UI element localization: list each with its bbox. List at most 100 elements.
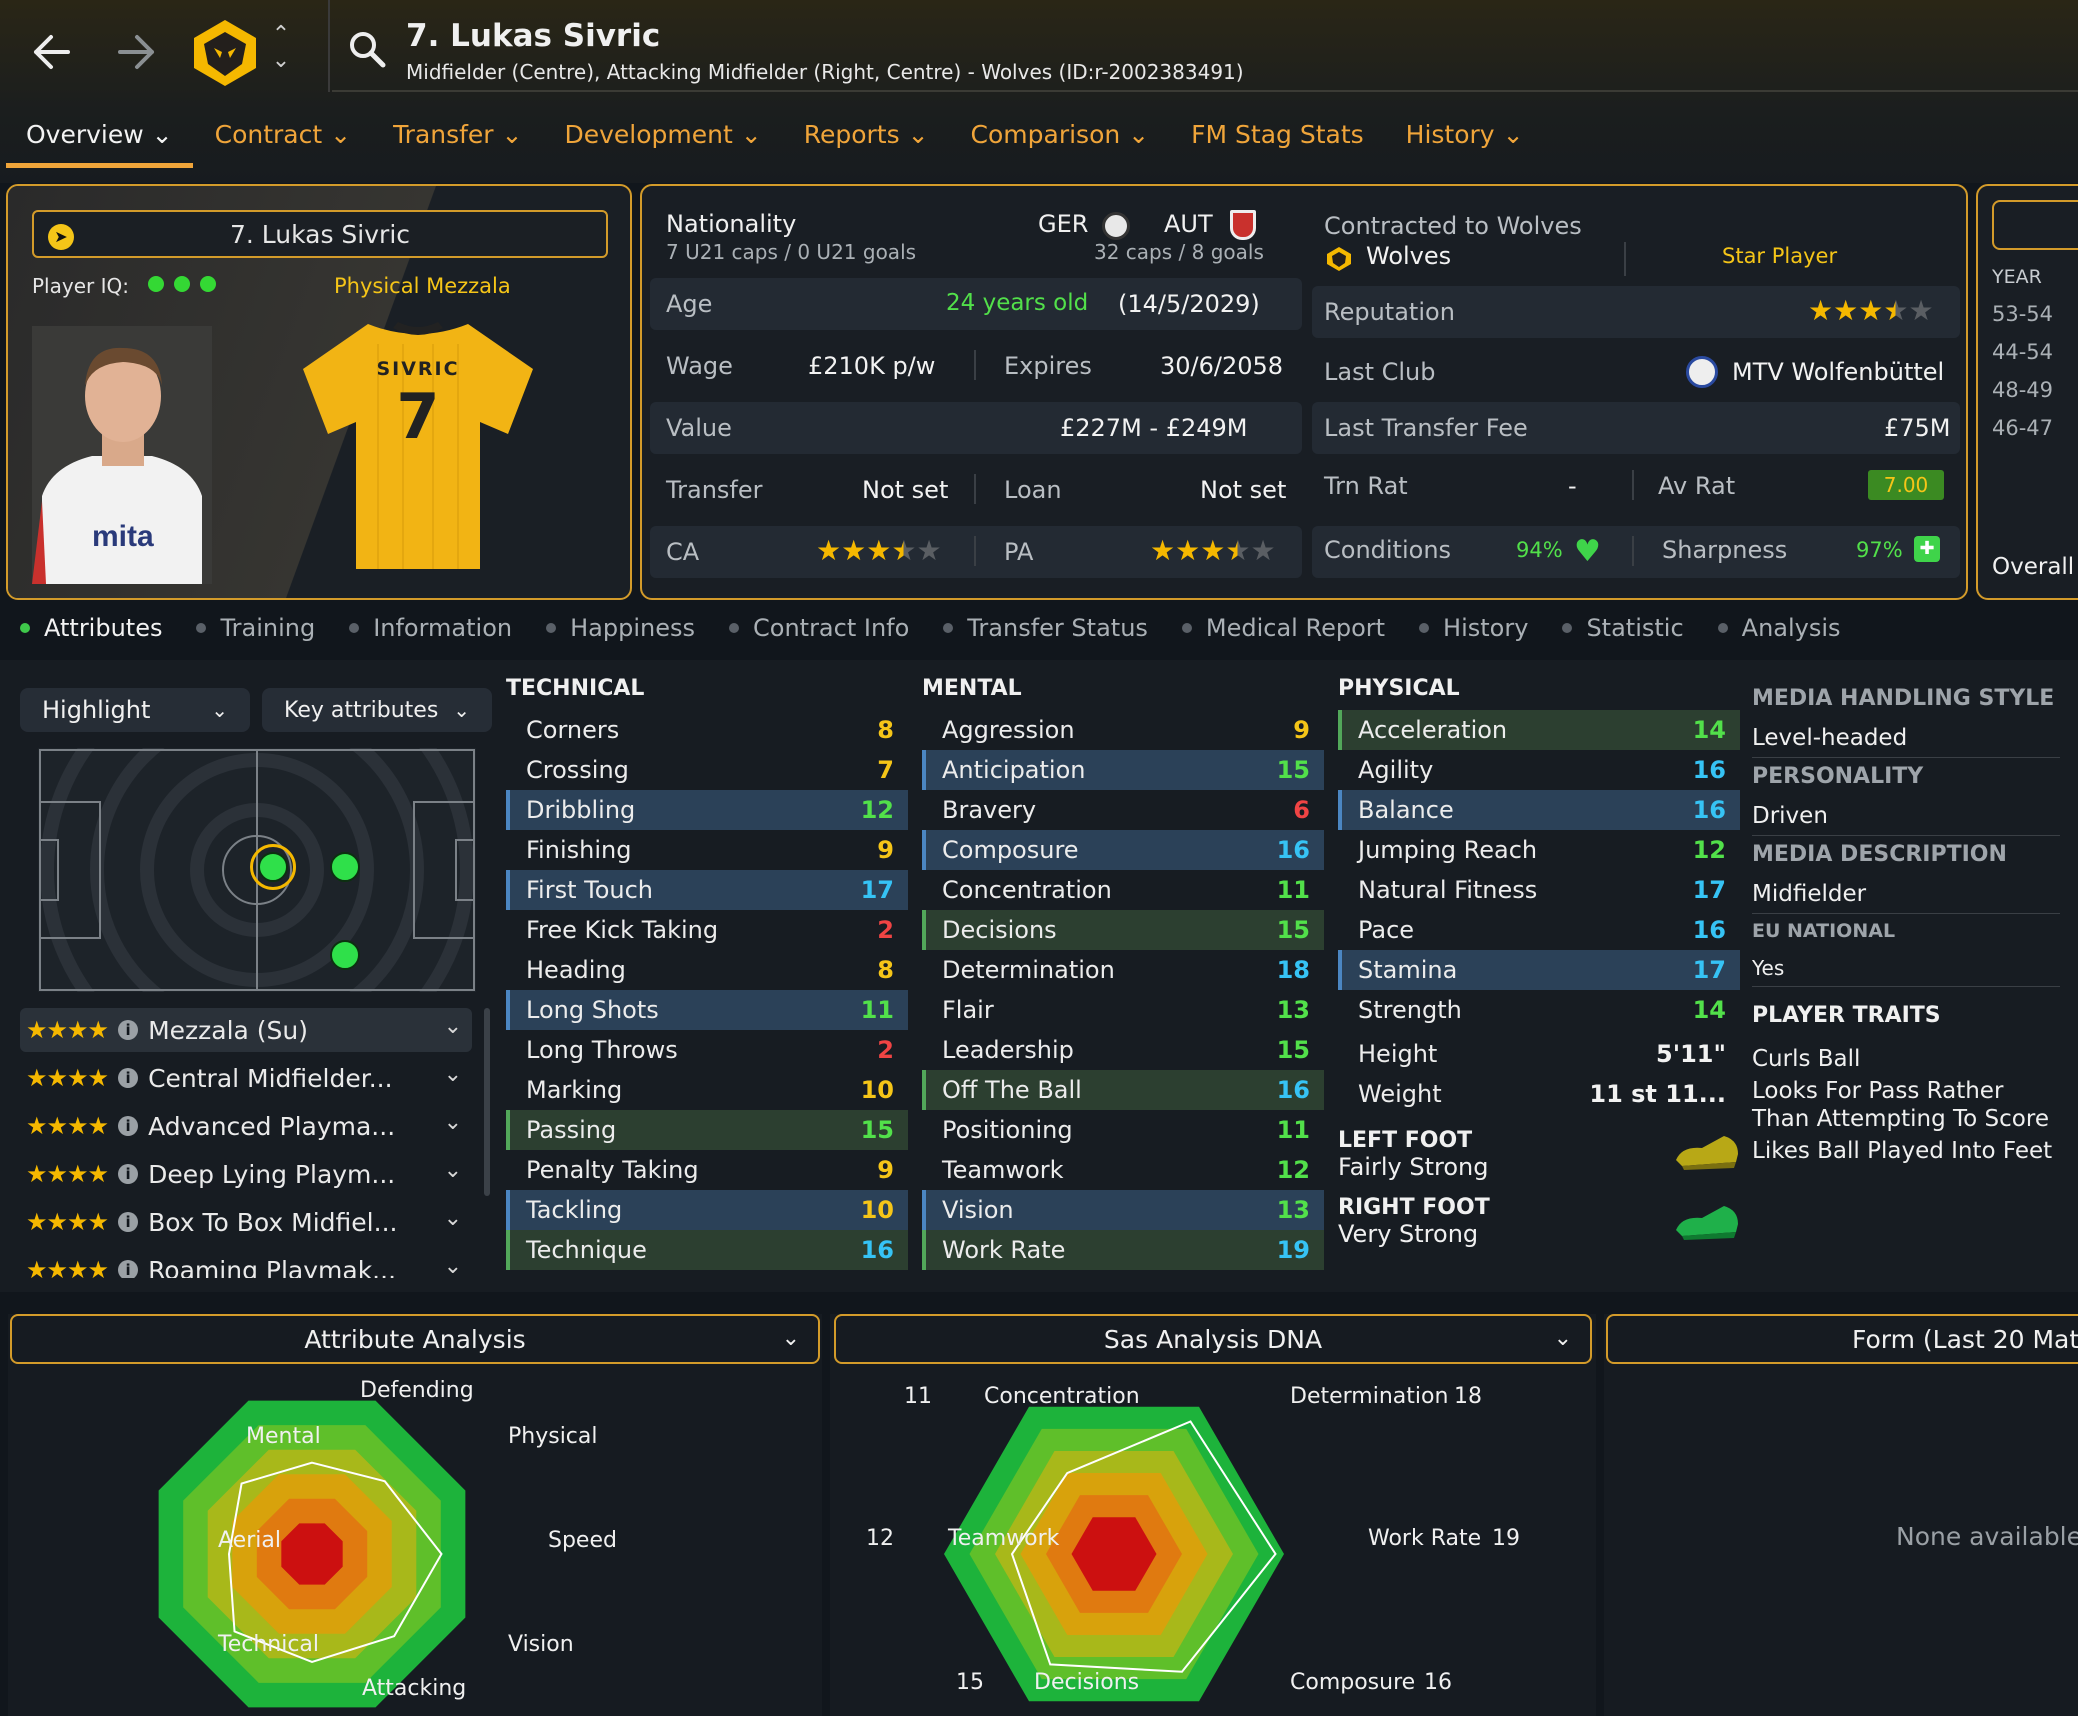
player-search-bar[interactable]	[332, 0, 2078, 92]
subtab-analysis[interactable]: Analysis	[1717, 614, 1841, 642]
attribute-row-technique[interactable]: Technique 16	[506, 1230, 908, 1270]
tab-comparison[interactable]: Comparison ⌄	[971, 120, 1150, 168]
role-row[interactable]: ★★★★ i Deep Lying Playm... ⌄	[20, 1152, 472, 1196]
attribute-row-work-rate[interactable]: Work Rate 19	[922, 1230, 1324, 1270]
subtab-happiness[interactable]: Happiness	[546, 614, 695, 642]
tab-transfer[interactable]: Transfer ⌄	[393, 120, 522, 168]
position-dot[interactable]	[258, 852, 288, 882]
subtab-transfer-status[interactable]: Transfer Status	[943, 614, 1148, 642]
search-icon[interactable]	[348, 30, 386, 72]
attribute-row-passing[interactable]: Passing 15	[506, 1110, 908, 1150]
attribute-row-corners[interactable]: Corners 8	[506, 710, 908, 750]
attribute-row-penalty-taking[interactable]: Penalty Taking 9	[506, 1150, 908, 1190]
history-search-box[interactable]	[1992, 200, 2078, 250]
star-icon: ★	[26, 1112, 47, 1140]
subtab-medical-report[interactable]: Medical Report	[1181, 614, 1385, 642]
row-divider	[974, 474, 976, 504]
attribute-row-acceleration[interactable]: Acceleration 14	[1338, 710, 1740, 750]
attribute-row-long-shots[interactable]: Long Shots 11	[506, 990, 908, 1030]
attribute-row-balance[interactable]: Balance 16	[1338, 790, 1740, 830]
attribute-row-pace[interactable]: Pace 16	[1338, 910, 1740, 950]
subtab-contract-info[interactable]: Contract Info	[729, 614, 909, 642]
attribute-row-agility[interactable]: Agility 16	[1338, 750, 1740, 790]
highlight-dropdown[interactable]: Highlight ⌄	[20, 688, 250, 732]
tab-history[interactable]: History ⌄	[1406, 120, 1524, 168]
position-dot[interactable]	[330, 940, 360, 970]
attr-value: 5'11"	[1656, 1040, 1726, 1068]
club-badge-icon[interactable]	[190, 18, 260, 88]
role-row[interactable]: ★★★★ i Roaming Playmak... ⌄	[20, 1248, 472, 1278]
position-dot[interactable]	[330, 852, 360, 882]
attribute-row-heading[interactable]: Heading 8	[506, 950, 908, 990]
attr-name: Concentration	[942, 876, 1112, 904]
attribute-row-flair[interactable]: Flair 13	[922, 990, 1324, 1030]
attribute-analysis-dropdown[interactable]: Attribute Analysis ⌄	[10, 1314, 820, 1364]
dna-label-determination: Determination	[1290, 1384, 1449, 1409]
attribute-row-marking[interactable]: Marking 10	[506, 1070, 908, 1110]
club-name[interactable]: Wolves	[1366, 242, 1452, 270]
player-switch-arrows-icon[interactable]: ⌃ ⌄	[271, 22, 291, 73]
attribute-row-leadership[interactable]: Leadership 15	[922, 1030, 1324, 1070]
tab-label: FM Stag Stats	[1191, 120, 1364, 149]
attribute-row-first-touch[interactable]: First Touch 17	[506, 870, 908, 910]
attribute-row-long-throws[interactable]: Long Throws 2	[506, 1030, 908, 1070]
attribute-row-off-the-ball[interactable]: Off The Ball 16	[922, 1070, 1324, 1110]
tab-overview[interactable]: Overview ⌄	[6, 120, 193, 168]
attr-name: Jumping Reach	[1358, 836, 1538, 864]
attribute-row-dribbling[interactable]: Dribbling 12	[506, 790, 908, 830]
tab-fm-stag-stats[interactable]: FM Stag Stats	[1191, 120, 1364, 168]
star-icon: ★	[87, 1160, 109, 1188]
role-row[interactable]: ★★★★ i Mezzala (Su) ⌄	[20, 1008, 472, 1052]
attribute-row-bravery[interactable]: Bravery 6	[922, 790, 1324, 830]
attribute-row-tackling[interactable]: Tackling 10	[506, 1190, 908, 1230]
position-marker-selected[interactable]	[250, 844, 296, 890]
wage-label: Wage	[666, 352, 733, 380]
key-attributes-dropdown[interactable]: Key attributes ⌄	[262, 688, 492, 732]
back-button[interactable]	[28, 22, 74, 82]
tab-contract[interactable]: Contract ⌄	[215, 120, 351, 168]
attribute-row-determination[interactable]: Determination 18	[922, 950, 1324, 990]
attribute-row-aggression[interactable]: Aggression 9	[922, 710, 1324, 750]
role-row[interactable]: ★★★★ i Advanced Playma... ⌄	[20, 1104, 472, 1148]
form-dropdown[interactable]: Form (Last 20 Matches)	[1606, 1314, 2078, 1364]
attr-name: Stamina	[1358, 956, 1458, 984]
value-label: Value	[666, 414, 732, 442]
subtab-history[interactable]: History	[1419, 614, 1528, 642]
attribute-row-vision[interactable]: Vision 13	[922, 1190, 1324, 1230]
last-club-value[interactable]: MTV Wolfenbüttel	[1732, 358, 1945, 386]
profile-name: 7. Lukas Sivric	[229, 219, 411, 249]
role-row[interactable]: ★★★★ i Central Midfielder... ⌄	[20, 1056, 472, 1100]
attribute-row-concentration[interactable]: Concentration 11	[922, 870, 1324, 910]
role-row[interactable]: ★★★★ i Box To Box Midfiel... ⌄	[20, 1200, 472, 1244]
subtab-attributes[interactable]: Attributes	[20, 614, 162, 642]
left-boot-icon	[1672, 1132, 1742, 1176]
eu-value: Yes	[1752, 956, 1785, 980]
attribute-row-stamina[interactable]: Stamina 17	[1338, 950, 1740, 990]
subtab-training[interactable]: Training	[196, 614, 315, 642]
attribute-row-strength[interactable]: Strength 14	[1338, 990, 1740, 1030]
media-desc-value: Midfielder	[1752, 881, 1867, 907]
info-icon: i	[118, 1212, 139, 1232]
role-tag: Physical Mezzala	[334, 274, 511, 298]
attribute-row-positioning[interactable]: Positioning 11	[922, 1110, 1324, 1150]
attribute-row-decisions[interactable]: Decisions 15	[922, 910, 1324, 950]
attribute-row-anticipation[interactable]: Anticipation 15	[922, 750, 1324, 790]
attr-name: Strength	[1358, 996, 1462, 1024]
attribute-row-teamwork[interactable]: Teamwork 12	[922, 1150, 1324, 1190]
attribute-row-finishing[interactable]: Finishing 9	[506, 830, 908, 870]
subtab-label: History	[1443, 614, 1529, 642]
subtab-information[interactable]: Information	[349, 614, 512, 642]
subtab-statistic[interactable]: Statistic	[1562, 614, 1684, 642]
attribute-row-jumping-reach[interactable]: Jumping Reach 12	[1338, 830, 1740, 870]
attribute-row-crossing[interactable]: Crossing 7	[506, 750, 908, 790]
role-list-scrollbar[interactable]	[484, 1008, 490, 1196]
attribute-row-composure[interactable]: Composure 16	[922, 830, 1324, 870]
star-icon: ★	[1175, 534, 1201, 567]
attribute-row-natural-fitness[interactable]: Natural Fitness 17	[1338, 870, 1740, 910]
dna-analysis-dropdown[interactable]: Sas Analysis DNA ⌄	[834, 1314, 1592, 1364]
tab-development[interactable]: Development ⌄	[565, 120, 762, 168]
age-value: 24 years old	[946, 290, 1089, 316]
forward-button[interactable]	[114, 22, 160, 82]
tab-reports[interactable]: Reports ⌄	[804, 120, 929, 168]
attribute-row-free-kick-taking[interactable]: Free Kick Taking 2	[506, 910, 908, 950]
